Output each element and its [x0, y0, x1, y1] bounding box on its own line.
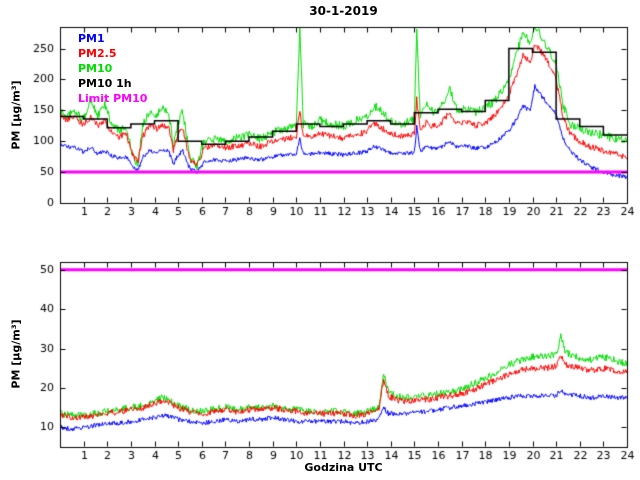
legend-item: Limit PM10 [78, 92, 148, 105]
legend-item: PM10 [78, 62, 113, 75]
ylabel-top-plot: PM [µg/m³] [9, 80, 23, 150]
ylabel-bottom-plot: PM [µg/m³] [9, 319, 23, 389]
legend-item: PM1 [78, 32, 105, 45]
legend-item: PM2.5 [78, 47, 117, 60]
chart-title: 30-1-2019 [309, 4, 378, 18]
legend-item: PM10 1h [78, 77, 132, 90]
legend: PM1 PM2.5 PM10 PM10 1h Limit PM10 [78, 31, 147, 106]
xlabel: Godzina UTC [304, 461, 383, 474]
